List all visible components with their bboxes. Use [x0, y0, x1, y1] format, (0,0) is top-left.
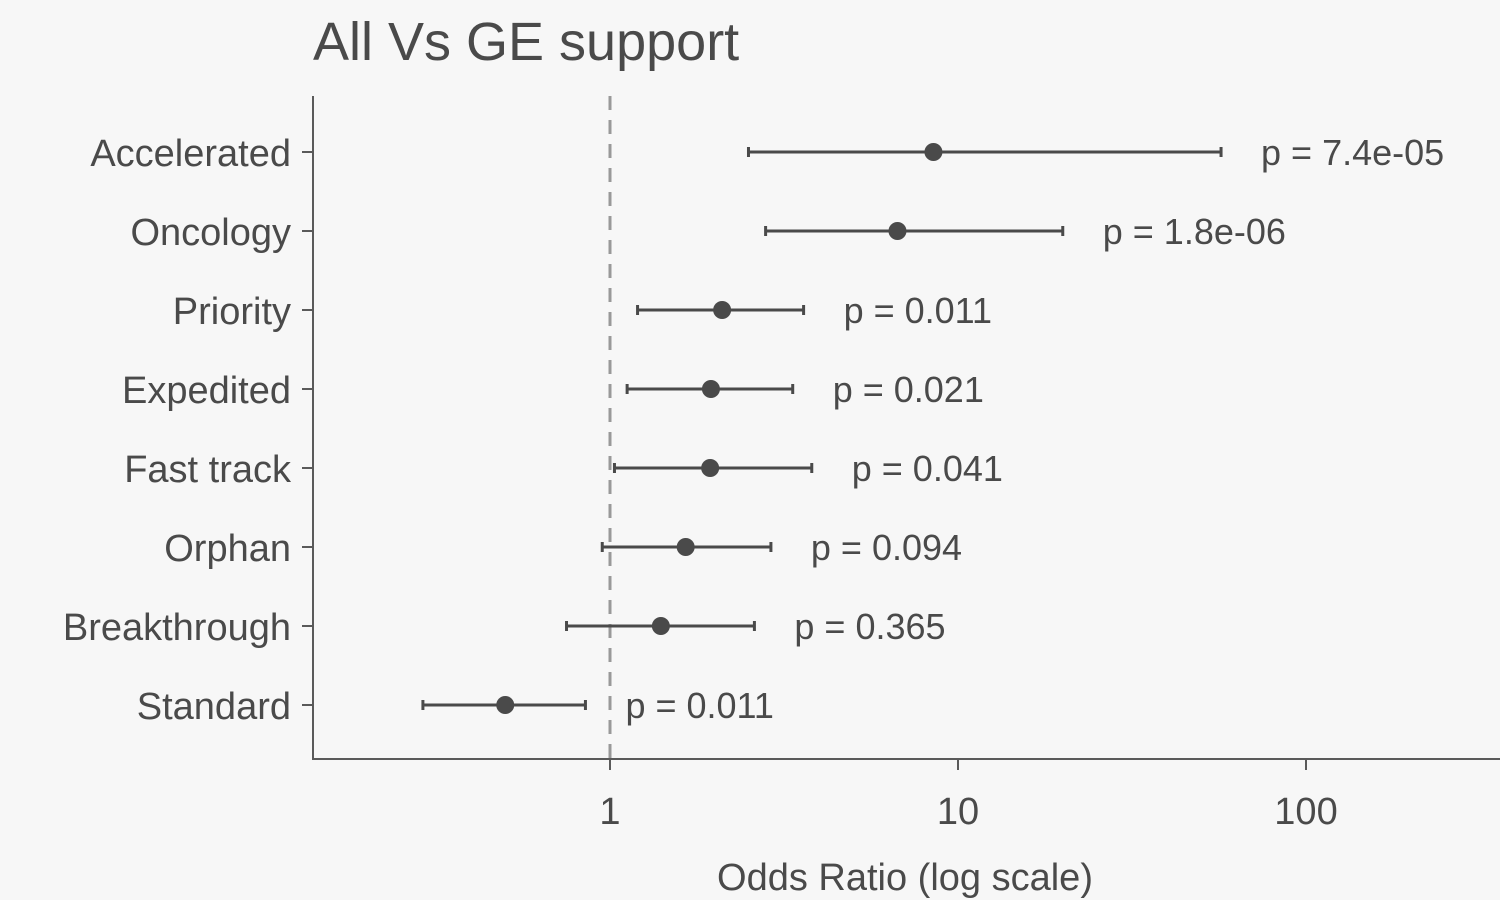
category-label: Accelerated: [90, 133, 291, 175]
category-label: Priority: [173, 291, 291, 333]
p-value-label: p = 0.041: [852, 448, 1003, 489]
forest-row: Expedited p = 0.021: [122, 369, 984, 412]
p-value-label: p = 1.8e-06: [1103, 211, 1286, 252]
forest-row: Fast track p = 0.041: [124, 448, 1003, 491]
odds-ratio-point: [496, 696, 515, 714]
x-tick-label: 10: [937, 791, 979, 833]
category-label: Breakthrough: [63, 607, 291, 649]
odds-ratio-point: [701, 459, 720, 477]
forest-row: Oncology p = 1.8e-06: [130, 211, 1285, 254]
p-value-label: p = 0.094: [811, 527, 962, 568]
category-label: Fast track: [124, 449, 292, 491]
forest-row: Priority p = 0.011: [173, 290, 992, 333]
category-label: Expedited: [122, 370, 291, 412]
category-label: Standard: [137, 686, 291, 728]
forest-row: Accelerated p = 7.4e-05: [90, 132, 1444, 175]
odds-ratio-point: [924, 143, 943, 161]
x-axis-title: Odds Ratio (log scale): [717, 857, 1093, 899]
odds-ratio-point: [701, 380, 720, 398]
x-ticks: 1 10 100: [599, 759, 1338, 833]
odds-ratio-point: [676, 538, 695, 556]
category-label: Orphan: [164, 528, 291, 570]
odds-ratio-point: [888, 222, 907, 240]
p-value-label: p = 0.021: [833, 369, 984, 410]
forest-row: Orphan p = 0.094: [164, 527, 962, 570]
x-tick-label: 100: [1274, 791, 1337, 833]
x-tick-label: 1: [599, 791, 620, 833]
chart-title: All Vs GE support: [313, 12, 739, 72]
odds-ratio-point: [713, 301, 732, 319]
forest-row: Standard p = 0.011: [137, 685, 774, 728]
category-label: Oncology: [130, 212, 291, 254]
p-value-label: p = 0.365: [794, 606, 945, 647]
odds-ratio-point: [651, 617, 670, 635]
p-value-label: p = 0.011: [844, 290, 992, 331]
p-value-label: p = 7.4e-05: [1261, 132, 1444, 173]
p-value-label: p = 0.011: [625, 685, 773, 726]
forest-row: Breakthrough p = 0.365: [63, 606, 946, 649]
forest-rows: Accelerated p = 7.4e-05 Oncology p = 1.8e-0…: [63, 132, 1444, 728]
